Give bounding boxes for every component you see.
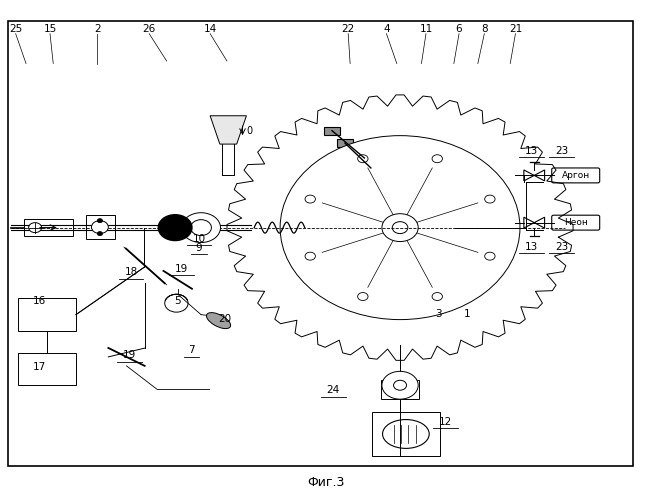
Text: 26: 26: [143, 24, 156, 34]
Bar: [298, 250, 323, 262]
Text: 8: 8: [481, 24, 488, 34]
Text: 9: 9: [196, 242, 202, 252]
Text: 2: 2: [94, 24, 101, 34]
Circle shape: [29, 222, 42, 232]
Circle shape: [158, 214, 192, 240]
Bar: [8, 22, 633, 466]
Circle shape: [280, 136, 520, 320]
Text: 16: 16: [33, 296, 46, 306]
Ellipse shape: [206, 312, 230, 328]
Text: 22: 22: [342, 24, 355, 34]
Text: 5: 5: [174, 296, 181, 306]
Text: 24: 24: [327, 385, 340, 395]
Bar: [350, 290, 376, 303]
Bar: [86, 215, 115, 239]
Text: 23: 23: [555, 242, 568, 252]
Bar: [337, 139, 353, 147]
Bar: [424, 152, 450, 165]
Text: 17: 17: [33, 362, 46, 372]
Bar: [18, 353, 76, 385]
Circle shape: [393, 222, 408, 234]
Text: 14: 14: [204, 24, 217, 34]
Circle shape: [98, 232, 102, 235]
Text: 10: 10: [193, 234, 206, 243]
Text: 25: 25: [9, 24, 22, 34]
Text: 11: 11: [419, 24, 433, 34]
Bar: [24, 219, 73, 236]
Text: 23: 23: [555, 146, 568, 156]
Text: 21: 21: [509, 24, 522, 34]
Circle shape: [394, 380, 406, 390]
Circle shape: [357, 292, 368, 300]
Circle shape: [382, 372, 418, 399]
Text: 19: 19: [175, 264, 188, 274]
Circle shape: [98, 218, 102, 222]
Circle shape: [432, 154, 443, 162]
Circle shape: [432, 292, 443, 300]
Text: 20: 20: [219, 314, 232, 324]
Text: 13: 13: [525, 146, 538, 156]
Text: 4: 4: [383, 24, 390, 34]
Text: 18: 18: [124, 268, 137, 278]
FancyBboxPatch shape: [552, 215, 600, 230]
Text: 12: 12: [439, 416, 452, 426]
Bar: [372, 412, 440, 457]
Circle shape: [382, 214, 418, 242]
Bar: [18, 298, 76, 330]
FancyBboxPatch shape: [552, 168, 600, 183]
Circle shape: [357, 154, 368, 162]
Circle shape: [485, 195, 495, 203]
Text: Фиг.3: Фиг.3: [307, 476, 344, 488]
Bar: [477, 250, 503, 262]
Circle shape: [191, 220, 212, 236]
Text: 13: 13: [525, 242, 538, 252]
Text: 6: 6: [456, 24, 462, 34]
Circle shape: [182, 212, 221, 242]
Text: 1: 1: [464, 308, 470, 318]
Circle shape: [92, 220, 108, 234]
Bar: [424, 290, 450, 303]
Text: 15: 15: [44, 24, 57, 34]
Bar: [298, 192, 323, 205]
Polygon shape: [210, 116, 247, 144]
Text: 3: 3: [436, 308, 442, 318]
Text: 0: 0: [247, 126, 253, 136]
Bar: [350, 152, 376, 165]
Text: 19: 19: [123, 350, 136, 360]
Text: Неон: Неон: [564, 218, 588, 227]
Bar: [477, 192, 503, 205]
Text: 7: 7: [188, 346, 195, 356]
Circle shape: [305, 252, 315, 260]
Bar: [381, 380, 419, 399]
Circle shape: [305, 195, 315, 203]
Circle shape: [485, 252, 495, 260]
Circle shape: [165, 294, 188, 312]
Text: Аргон: Аргон: [562, 171, 590, 180]
Bar: [324, 126, 340, 134]
